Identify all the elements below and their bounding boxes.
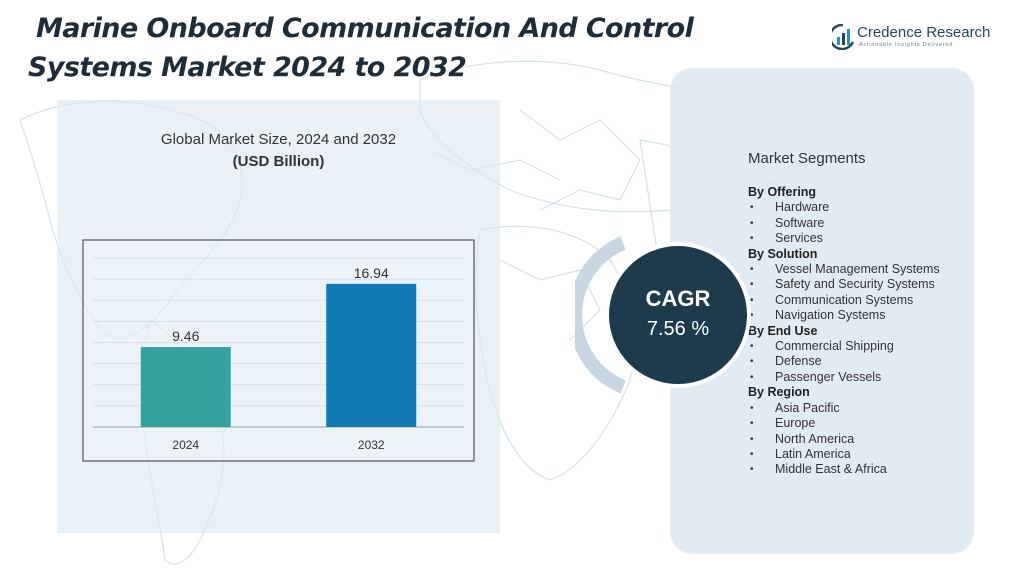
segment-item: • Services bbox=[748, 231, 973, 246]
bullet-icon: • bbox=[750, 233, 754, 245]
segment-group-title: By Region bbox=[748, 385, 810, 400]
bullet-icon: • bbox=[750, 464, 754, 476]
bar-2032 bbox=[326, 283, 417, 427]
bullet-icon: • bbox=[750, 310, 754, 322]
segment-item-label: Middle East & Africa bbox=[775, 462, 887, 477]
segment-item: • Middle East & Africa bbox=[748, 462, 973, 477]
chart-title: Global Market Size, 2024 and 2032 bbox=[160, 131, 397, 148]
cagr-circle: CAGR 7.56 % bbox=[605, 242, 751, 388]
data-label-2032: 16.94 bbox=[354, 265, 389, 281]
segments-title: Market Segments bbox=[748, 150, 866, 167]
segment-item-label: Defense bbox=[775, 354, 822, 369]
segment-item: • Europe bbox=[748, 416, 973, 431]
segment-item-label: Communication Systems bbox=[775, 292, 914, 307]
data-label-2024: 9.46 bbox=[172, 328, 199, 344]
bullet-icon: • bbox=[750, 279, 754, 291]
bullet-icon: • bbox=[750, 356, 754, 368]
bullet-icon: • bbox=[750, 294, 754, 306]
segment-item: • Hardware bbox=[748, 200, 973, 215]
segment-item: • Defense bbox=[748, 354, 973, 369]
credence-research-logo: Credence Research Actionable Insights De… bbox=[832, 20, 1007, 54]
segment-item-label: Safety and Security Systems bbox=[775, 277, 935, 292]
logo-icon bbox=[832, 24, 854, 50]
chart-subtitle: (USD Billion) bbox=[232, 153, 325, 170]
bullet-icon: • bbox=[750, 264, 754, 276]
cagr-arc-decoration bbox=[575, 236, 626, 394]
segment-item-label: Latin America bbox=[775, 446, 851, 461]
cagr-badge: CAGR 7.56 % bbox=[575, 235, 755, 395]
segment-item: • Vessel Management Systems bbox=[748, 262, 973, 277]
segment-group-title: By End Use bbox=[748, 323, 818, 338]
segment-item: • Software bbox=[748, 216, 973, 231]
segment-item: • Latin America bbox=[748, 447, 973, 462]
x-tick-label-2032: 2032 bbox=[358, 438, 385, 452]
segment-item: • Communication Systems bbox=[748, 293, 973, 308]
bullet-icon: • bbox=[750, 418, 754, 430]
x-tick-label-2024: 2024 bbox=[172, 438, 199, 452]
bullet-icon: • bbox=[750, 448, 754, 460]
segments-list: By Offering • Hardware • Software • Services By… bbox=[748, 185, 973, 478]
segment-item-label: Navigation Systems bbox=[775, 308, 886, 323]
segment-item: • Asia Pacific bbox=[748, 401, 973, 416]
bullet-icon: • bbox=[750, 341, 754, 353]
bullet-icon: • bbox=[750, 202, 754, 214]
segment-group-title: By Solution bbox=[748, 246, 818, 261]
segment-item-label: Passenger Vessels bbox=[775, 369, 882, 384]
bullet-icon: • bbox=[750, 433, 754, 445]
page-title-line-2: Systems Market 2024 to 2032 bbox=[28, 52, 467, 83]
segment-item: • Passenger Vessels bbox=[748, 370, 973, 385]
cagr-value: 7.56 % bbox=[646, 318, 710, 340]
segment-item-label: Hardware bbox=[775, 200, 830, 215]
segment-item: • Navigation Systems bbox=[748, 308, 973, 323]
segment-item-label: Software bbox=[775, 215, 825, 230]
logo-name: Credence Research bbox=[857, 24, 991, 41]
chart-panel: Global Market Size, 2024 and 2032 (USD B… bbox=[57, 100, 500, 533]
segment-item-label: Services bbox=[775, 231, 823, 246]
segment-item-label: Vessel Management Systems bbox=[775, 262, 940, 277]
segment-item: • Commercial Shipping bbox=[748, 339, 973, 354]
cagr-label: CAGR bbox=[645, 286, 711, 311]
page-title-line-1: Marine Onboard Communication And Control bbox=[36, 13, 694, 44]
logo-tagline: Actionable Insights Delivered bbox=[859, 42, 954, 48]
segment-item: • North America bbox=[748, 432, 973, 447]
segment-item-label: Europe bbox=[775, 416, 816, 431]
segment-group-title: By Offering bbox=[748, 185, 817, 199]
segment-item-label: Asia Pacific bbox=[775, 400, 840, 415]
bullet-icon: • bbox=[750, 402, 754, 414]
bar-chart: 9.46 2024 16.94 2032 bbox=[82, 239, 475, 462]
segment-item-label: North America bbox=[775, 431, 855, 446]
bullet-icon: • bbox=[750, 217, 754, 229]
bar-2024 bbox=[140, 347, 231, 427]
bullet-icon: • bbox=[750, 371, 754, 383]
segment-item-label: Commercial Shipping bbox=[775, 339, 894, 354]
segment-item: • Safety and Security Systems bbox=[748, 277, 973, 292]
